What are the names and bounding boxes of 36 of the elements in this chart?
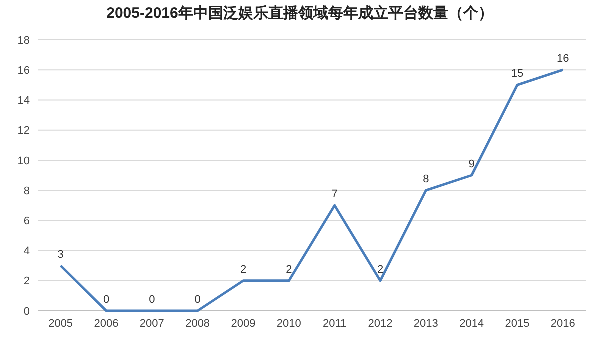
y-tick-label: 16 [18, 64, 30, 77]
y-tick-label: 14 [18, 95, 30, 108]
x-tick-label: 2014 [460, 318, 484, 330]
data-label: 2 [240, 264, 247, 276]
chart-title: 2005-2016年中国泛娱乐直播领域每年成立平台数量（个） [106, 4, 494, 22]
x-tick-label: 2015 [505, 318, 530, 330]
y-tick-label: 10 [18, 155, 30, 168]
data-label: 0 [194, 294, 201, 306]
x-tick-label: 2005 [48, 318, 74, 330]
data-label: 8 [423, 174, 430, 186]
y-tick-label: 12 [18, 125, 30, 138]
x-tick-label: 2011 [323, 318, 347, 330]
data-label: 9 [468, 158, 475, 170]
data-label: 0 [149, 294, 156, 306]
data-label: 15 [511, 68, 524, 80]
line-series [60, 68, 564, 312]
y-tick-label: 2 [24, 276, 30, 288]
x-tick-label: 2007 [140, 318, 164, 330]
data-label: 0 [103, 294, 110, 306]
y-tick-label: 4 [24, 246, 30, 258]
y-tick-label: 6 [24, 216, 30, 228]
data-label: 2 [286, 264, 292, 276]
x-tick-label: 2016 [550, 318, 576, 330]
data-label: 16 [557, 53, 570, 66]
y-tick-label: 18 [18, 34, 30, 47]
x-tick-label: 2006 [94, 318, 119, 330]
x-tick-label: 2013 [414, 318, 438, 330]
data-label: 2 [377, 264, 384, 276]
y-tick-label: 8 [24, 185, 30, 198]
data-label: 3 [58, 248, 64, 261]
x-tick-label: 2009 [231, 318, 256, 330]
data-label: 7 [332, 188, 338, 201]
x-tick-label: 2010 [276, 318, 302, 330]
x-tick-label: 2008 [186, 318, 210, 330]
x-tick-label: 2012 [368, 318, 393, 330]
y-tick-label: 0 [24, 306, 30, 318]
